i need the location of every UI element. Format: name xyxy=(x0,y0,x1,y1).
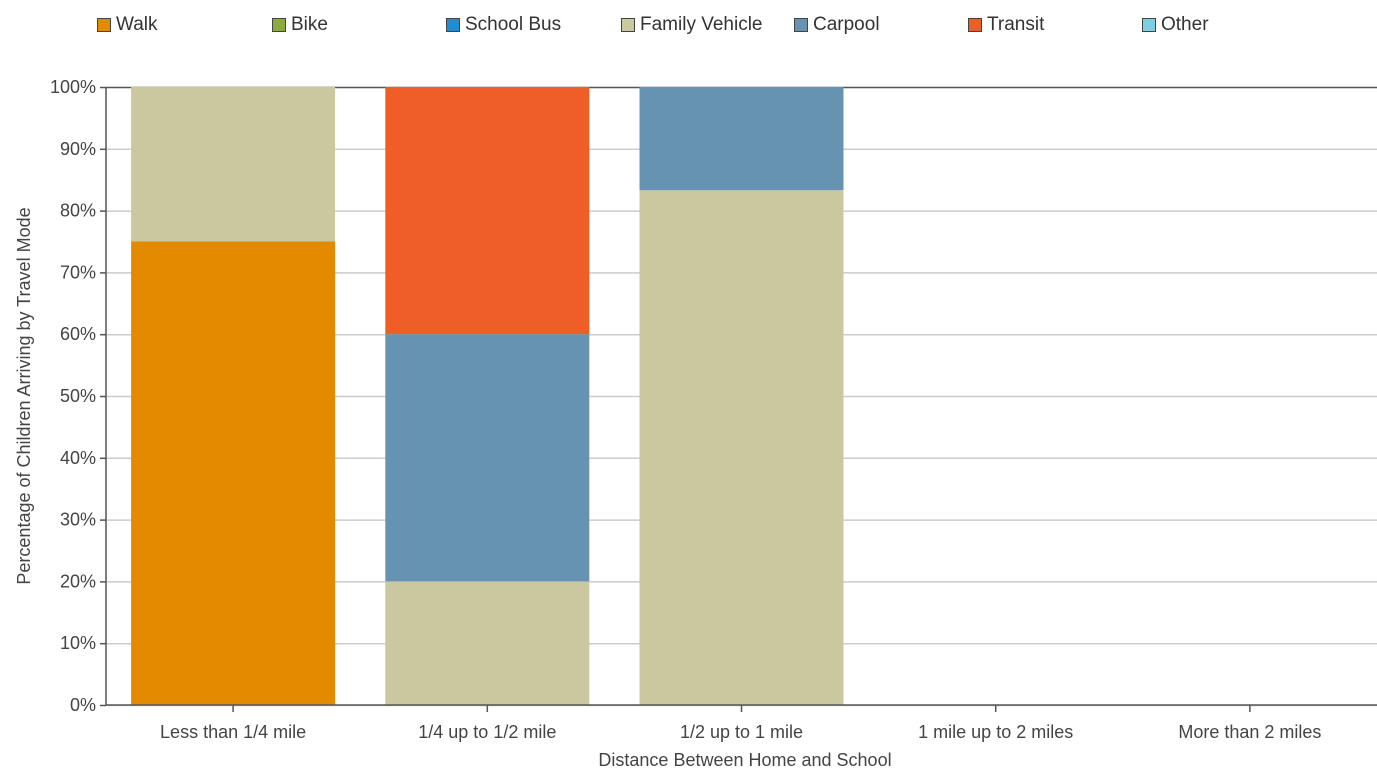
y-tick-label: 10% xyxy=(60,633,96,653)
y-tick-label: 0% xyxy=(70,695,96,715)
y-tick-label: 80% xyxy=(60,201,96,221)
legend-item: Other xyxy=(1142,14,1209,36)
legend-label: Transit xyxy=(987,14,1045,35)
x-axis-title: Distance Between Home and School xyxy=(598,750,891,768)
x-tick-label: 1/4 up to 1/2 mile xyxy=(418,722,556,742)
legend-label: Other xyxy=(1161,14,1209,35)
legend-item: Carpool xyxy=(794,14,880,36)
y-tick-label: 50% xyxy=(60,386,96,406)
x-tick-label: More than 2 miles xyxy=(1178,722,1321,742)
y-tick-label: 40% xyxy=(60,448,96,468)
legend-swatch xyxy=(97,18,111,32)
legend-swatch xyxy=(1142,18,1156,32)
legend-swatch xyxy=(968,18,982,32)
legend-item: Walk xyxy=(97,14,158,36)
legend-label: Family Vehicle xyxy=(640,14,763,35)
legend-item: Transit xyxy=(968,14,1044,36)
legend-item: Bike xyxy=(272,14,328,36)
x-tick-label: 1 mile up to 2 miles xyxy=(918,722,1073,742)
legend-swatch xyxy=(794,18,808,32)
bar-segment xyxy=(639,87,844,191)
legend-label: School Bus xyxy=(465,14,562,35)
bar-segment xyxy=(639,190,844,705)
chart-legend: Walk Bike School Bus Family Vehicle Carpool T… xyxy=(0,0,1377,50)
bar-segment xyxy=(385,334,590,582)
y-tick-labels: 0% 10% 20% 30% 40% 50% 60% 70% 80% 90% 100% xyxy=(50,77,106,715)
x-tick-label: Less than 1/4 mile xyxy=(160,722,306,742)
y-tick-label: 30% xyxy=(60,510,96,530)
x-tick-label: 1/2 up to 1 mile xyxy=(680,722,803,742)
legend-item: Family Vehicle xyxy=(621,14,763,36)
bars xyxy=(131,87,844,705)
legend-item: School Bus xyxy=(446,14,561,36)
legend-swatch xyxy=(272,18,286,32)
legend-label: Bike xyxy=(291,14,328,35)
y-tick-label: 90% xyxy=(60,139,96,159)
y-tick-label: 20% xyxy=(60,571,96,591)
bar-segment xyxy=(131,87,336,242)
y-axis-title: Percentage of Children Arriving by Trave… xyxy=(14,207,34,584)
legend-swatch xyxy=(446,18,460,32)
y-tick-label: 100% xyxy=(50,77,96,97)
bar-segment xyxy=(385,581,590,705)
legend-label: Carpool xyxy=(813,14,880,35)
legend-swatch xyxy=(621,18,635,32)
legend-label: Walk xyxy=(116,14,158,35)
y-tick-label: 60% xyxy=(60,324,96,344)
x-tick-labels: Less than 1/4 mile 1/4 up to 1/2 mile 1/2 … xyxy=(160,705,1321,742)
y-tick-label: 70% xyxy=(60,262,96,282)
bar-segment xyxy=(131,241,336,705)
bar-segment xyxy=(385,87,590,335)
